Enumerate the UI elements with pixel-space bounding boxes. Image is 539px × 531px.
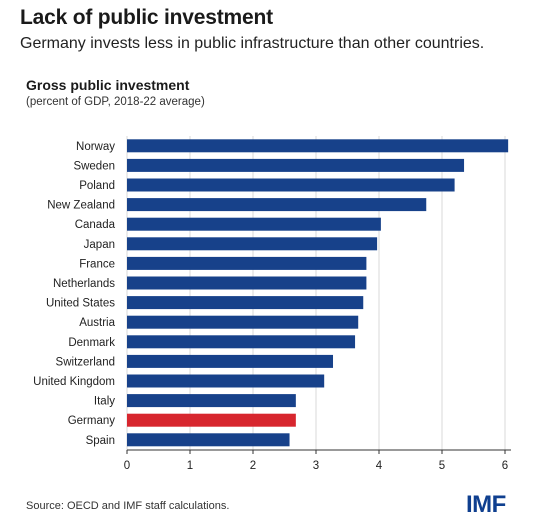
- category-label: Spain: [86, 435, 115, 447]
- category-label: Germany: [68, 415, 116, 427]
- chart-title: Gross public investment: [26, 77, 190, 93]
- bar: [127, 315, 359, 329]
- category-label: Norway: [76, 141, 115, 153]
- x-tick-label: 3: [313, 460, 319, 472]
- page-subtitle: Germany invests less in public infrastru…: [20, 35, 485, 52]
- bar: [127, 413, 296, 427]
- x-tick-label: 2: [250, 460, 256, 472]
- x-tick-label: 1: [187, 460, 193, 472]
- bar: [127, 296, 364, 310]
- bar: [127, 394, 296, 408]
- imf-logo: IMF: [466, 491, 506, 518]
- category-label: Sweden: [73, 160, 115, 172]
- bar: [127, 198, 427, 212]
- bar: [127, 374, 325, 388]
- bar: [127, 335, 356, 349]
- bar: [127, 178, 455, 192]
- category-label: United States: [46, 298, 115, 310]
- category-label: France: [79, 258, 115, 270]
- category-label: Austria: [79, 317, 115, 329]
- category-label: Poland: [79, 180, 115, 192]
- category-label: Denmark: [68, 337, 115, 349]
- category-label: Canada: [75, 219, 116, 231]
- chart-subtitle: (percent of GDP, 2018-22 average): [26, 96, 205, 108]
- category-label: New Zealand: [47, 200, 115, 212]
- bar: [127, 139, 509, 153]
- category-label: Netherlands: [53, 278, 115, 290]
- x-tick-label: 4: [376, 460, 383, 472]
- bar: [127, 158, 465, 172]
- bar: [127, 237, 378, 251]
- bar: [127, 276, 367, 290]
- category-label: Japan: [84, 239, 115, 251]
- bar: [127, 217, 381, 231]
- category-label: Italy: [94, 396, 115, 408]
- category-label: United Kingdom: [33, 376, 115, 388]
- bar: [127, 256, 367, 270]
- source-note: Source: OECD and IMF staff calculations.: [26, 500, 230, 512]
- x-tick-label: 6: [502, 460, 508, 472]
- x-tick-label: 0: [124, 460, 130, 472]
- x-tick-label: 5: [439, 460, 445, 472]
- page-title: Lack of public investment: [20, 6, 273, 29]
- category-label: Switzerland: [56, 356, 115, 368]
- bar: [127, 433, 290, 447]
- bar: [127, 354, 334, 368]
